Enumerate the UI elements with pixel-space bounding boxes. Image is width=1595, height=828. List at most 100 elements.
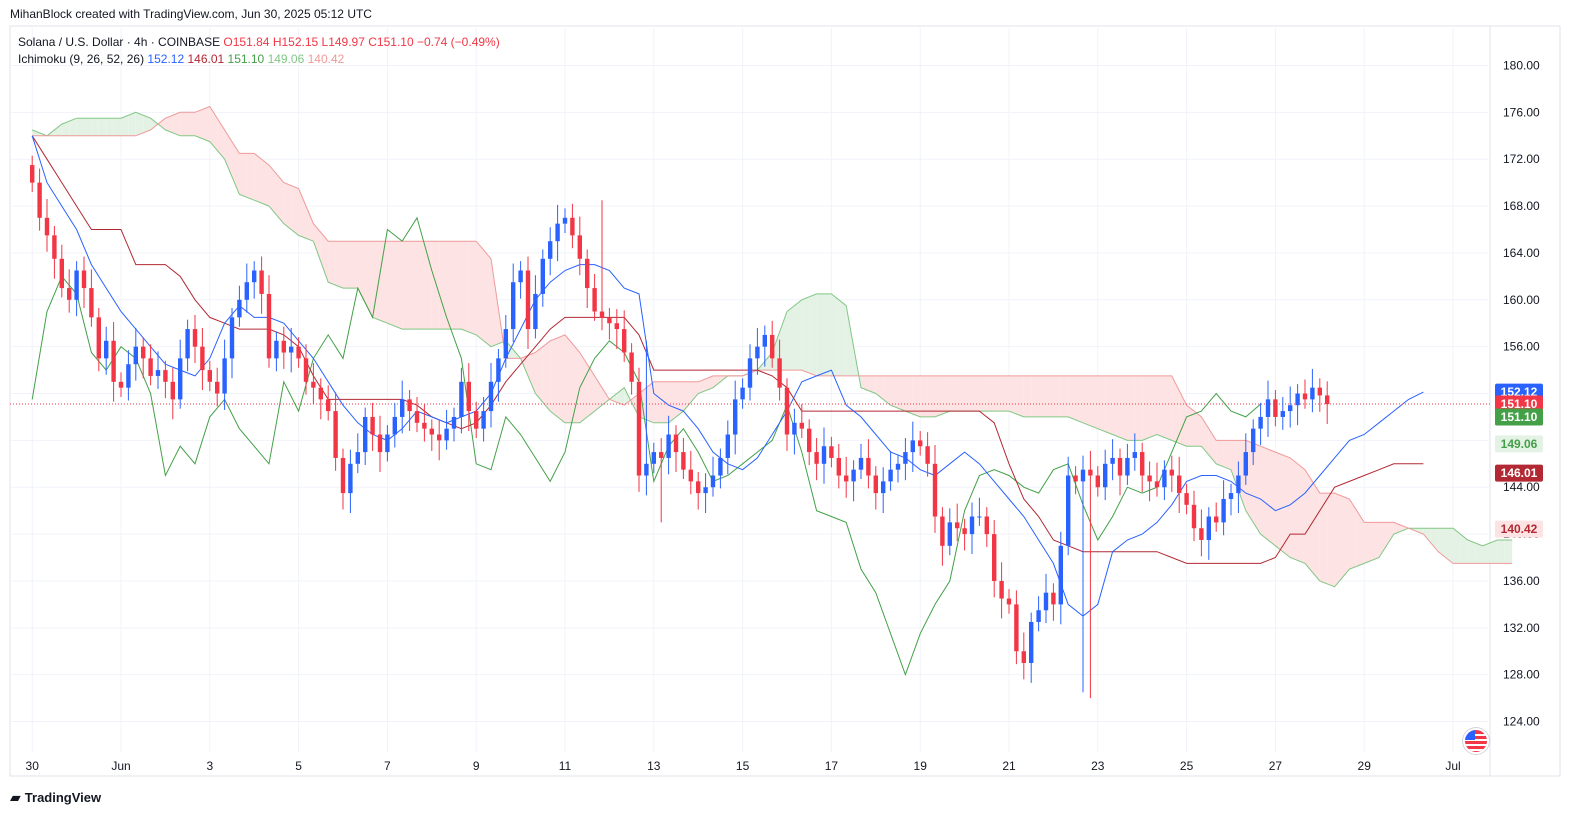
chart-credit: MihanBlock created with TradingView.com,… [10,7,372,21]
cloud-segment [875,375,884,400]
cloud-segment [91,118,99,136]
candle-up [348,463,353,494]
candle-down [1021,651,1026,663]
candle-up [725,434,730,458]
candle-up [755,346,760,359]
candle-up [1029,621,1034,663]
candle-up [289,346,294,353]
candle-up [792,422,797,435]
candle-down [836,457,841,476]
candle-up [1066,475,1071,546]
candle-up [237,299,242,318]
candle-down [437,434,442,441]
cloud-segment [787,305,795,371]
candle-up [400,399,405,417]
candle-down [659,452,664,458]
cloud-segment [476,241,484,341]
cloud-segment [224,129,232,177]
candle-up [710,475,716,488]
candle-up [74,270,79,300]
cloud-segment [972,375,980,412]
symbol-title[interactable]: Solana / U.S. Dollar · 4h · COINBASE [18,35,221,49]
cloud-segment [387,241,395,327]
candle-down [844,475,849,482]
cloud-segment [1467,539,1476,564]
candle-down [200,346,205,371]
candle-down [599,311,605,318]
candle-down [1184,493,1189,505]
cloud-segment [542,340,551,412]
leading-span-b-line [32,105,1513,564]
cloud-segment [949,375,958,412]
indicator-value-3: 151.10 [227,52,265,66]
candle-up [126,364,131,388]
cloud-segment [846,305,854,376]
candle-down [466,381,471,412]
cloud-segment [1171,375,1180,444]
candle-up [821,446,827,464]
candle-down [333,411,338,458]
y-tick-label: 168.00 [1503,199,1540,213]
cloud-segment [269,165,277,215]
candle-down [259,270,264,294]
candle-down [814,452,819,464]
candle-down [111,340,116,382]
cloud-segment [1356,510,1365,567]
tradingview-logo[interactable]: ▰ TradingView [10,789,101,806]
cloud-segment [1120,375,1128,441]
cloud-segment [1342,496,1350,579]
candle-down [52,235,57,259]
y-tick-label: 156.00 [1503,340,1540,354]
candle-up [1243,452,1248,476]
candle-up [1043,592,1049,611]
candle-up [851,469,856,482]
candle-up [459,381,464,417]
candle-up [1162,469,1167,488]
us-flag-icon[interactable] [1463,728,1489,754]
cloud-segment [1216,440,1224,467]
candle-down [407,399,412,412]
cloud-segment [868,375,876,394]
y-tick-label: 164.00 [1503,246,1540,260]
cloud-segment [150,118,158,130]
x-tick-label: Jun [111,759,130,773]
cloud-segment [357,241,366,303]
cloud-segment [76,118,84,136]
candle-up [947,522,952,546]
indicator-title[interactable]: Ichimoku (9, 26, 52, 26) [18,52,145,66]
candle-up [895,463,901,470]
cloud-segment [1194,411,1202,447]
candle-down [303,358,309,382]
cloud-segment [261,159,269,207]
candle-down [955,522,960,529]
cloud-segment [1305,469,1313,573]
cloud-segment [557,334,565,423]
candle-down [326,399,331,412]
candlesticks [30,155,1330,699]
candle-down [281,340,286,353]
candle-up [644,463,649,476]
cloud-segment [320,232,329,283]
cloud-segment [1371,522,1379,561]
candle-down [577,235,582,259]
indicator-value-2: 146.01 [187,52,225,66]
candle-up [185,329,190,359]
cloud-segment [439,241,447,330]
price-label-box [1495,435,1543,453]
cloud-segment [313,223,321,262]
candle-up [363,416,368,453]
x-tick-label: 17 [825,759,839,773]
x-tick-label: 30 [26,759,40,773]
cloud-segment [202,106,210,142]
candle-down [1154,481,1160,488]
cloud-segment [927,375,935,417]
cloud-segment [431,241,440,330]
candle-down [673,434,679,453]
candle-down [807,428,812,453]
candle-down [636,381,642,476]
candle-up [1058,545,1063,605]
chart-axes: 180.00 176.00 172.00 168.00 164.00 160.00 156.… [26,58,1541,773]
cloud-segment [957,375,965,412]
cloud-segment [838,299,847,376]
